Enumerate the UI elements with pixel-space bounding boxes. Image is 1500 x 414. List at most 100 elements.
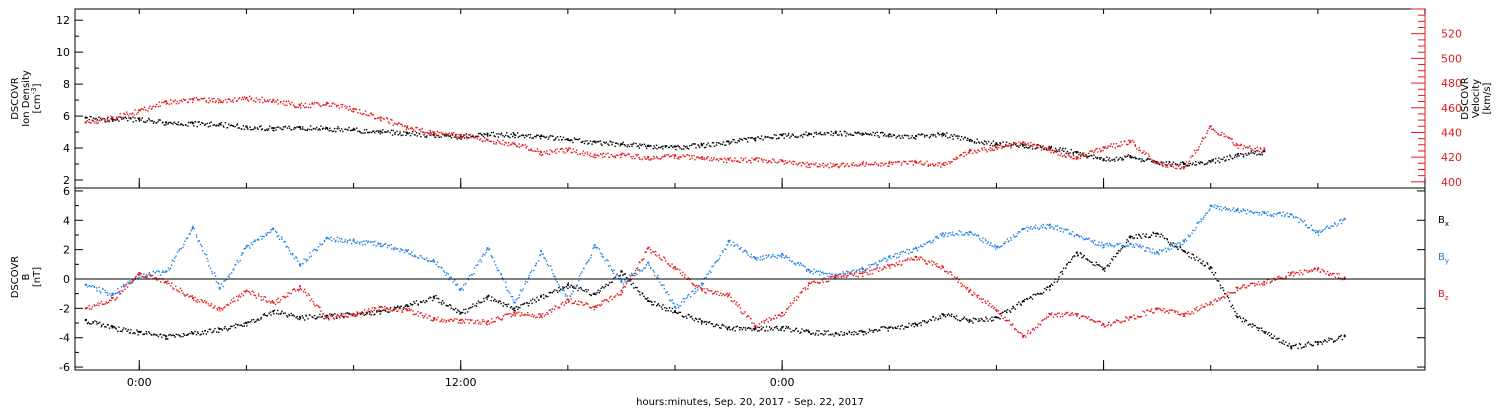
trace-dot (1168, 163, 1170, 165)
trace-dot (268, 312, 270, 315)
trace-dot (1139, 157, 1141, 160)
trace-dot (453, 319, 455, 321)
trace-dot (273, 130, 275, 132)
trace-dot (478, 323, 480, 325)
trace-dot (674, 154, 676, 156)
trace-dot (1002, 145, 1004, 148)
trace-dot (914, 256, 916, 258)
trace-dot (1145, 250, 1147, 252)
trace-dot (320, 244, 322, 246)
trace-dot (658, 254, 660, 256)
trace-dot (612, 141, 614, 144)
trace-dot (1202, 260, 1204, 262)
trace-dot (564, 139, 566, 141)
trace-dot (1227, 136, 1229, 138)
trace-dot (751, 256, 753, 259)
trace-dot (648, 264, 650, 266)
trace-dot (355, 108, 357, 111)
trace-dot (1194, 149, 1196, 152)
trace-dot (233, 324, 235, 327)
trace-dot (528, 149, 530, 151)
trace-dot (1113, 246, 1115, 248)
data-point (593, 244, 596, 247)
trace-dot (1228, 300, 1231, 302)
trace-dot (1153, 232, 1155, 235)
trace-dot (138, 276, 140, 279)
trace-dot (176, 123, 178, 125)
trace-dot (815, 270, 818, 272)
trace-dot (636, 286, 638, 289)
trace-dot (1297, 347, 1299, 350)
trace-dot (911, 323, 914, 325)
trace-dot (1046, 286, 1048, 288)
data-point (406, 131, 409, 134)
trace-dot (964, 233, 966, 236)
trace-dot (1328, 337, 1330, 339)
trace-dot (814, 334, 816, 336)
trace-dot (528, 274, 530, 277)
trace-dot (540, 294, 542, 297)
trace-dot (317, 129, 319, 131)
trace-dot (994, 143, 997, 146)
data-point (620, 153, 623, 156)
trace-dot (925, 321, 928, 324)
trace-dot (657, 277, 659, 279)
trace-dot (963, 285, 965, 287)
trace-dot (1196, 256, 1198, 258)
trace-dot (1082, 256, 1084, 258)
trace-dot (701, 144, 703, 147)
trace-dot (829, 276, 831, 278)
trace-dot (1141, 158, 1143, 160)
data-point (995, 146, 998, 149)
trace-dot (426, 300, 428, 303)
trace-dot (369, 131, 371, 133)
trace-dot (530, 148, 532, 150)
trace-dot (227, 329, 229, 332)
data-point (111, 292, 114, 295)
data-point (245, 96, 248, 99)
trace-dot (917, 162, 919, 164)
trace-dot (1258, 153, 1260, 155)
trace-dot (128, 282, 131, 284)
trace-dot (851, 270, 853, 272)
trace-dot (368, 308, 370, 310)
trace-dot (576, 285, 578, 287)
trace-dot (1260, 327, 1263, 329)
trace-dot (226, 303, 229, 306)
trace-dot (711, 323, 714, 325)
trace-dot (852, 275, 854, 277)
trace-dot (871, 134, 873, 136)
trace-dot (1239, 144, 1242, 146)
trace-dot (1261, 154, 1263, 156)
data-point (861, 272, 864, 275)
trace-dot (168, 282, 170, 285)
trace-dot (180, 336, 182, 338)
trace-dot (220, 328, 223, 330)
trace-dot (330, 236, 332, 239)
trace-dot (457, 322, 459, 324)
trace-dot (250, 321, 252, 323)
trace-dot (876, 131, 878, 133)
trace-dot (622, 283, 625, 285)
data-point (1075, 156, 1078, 159)
trace-dot (1138, 233, 1140, 236)
trace-dot (562, 286, 564, 288)
trace-dot (123, 117, 125, 119)
trace-dot (1013, 306, 1015, 309)
trace-dot (697, 144, 699, 146)
trace-dot (138, 274, 140, 276)
trace-dot (846, 275, 848, 277)
trace-dot (255, 297, 257, 299)
trace-dot (102, 288, 104, 290)
trace-dot (488, 140, 491, 143)
trace-dot (793, 330, 795, 332)
trace-dot (197, 332, 199, 334)
trace-dot (432, 320, 434, 322)
trace-dot (1081, 152, 1084, 155)
trace-dot (422, 300, 425, 302)
trace-dot (782, 325, 784, 328)
trace-dot (524, 144, 526, 146)
trace-dot (1024, 298, 1026, 301)
trace-dot (790, 261, 793, 263)
trace-dot (182, 335, 184, 338)
